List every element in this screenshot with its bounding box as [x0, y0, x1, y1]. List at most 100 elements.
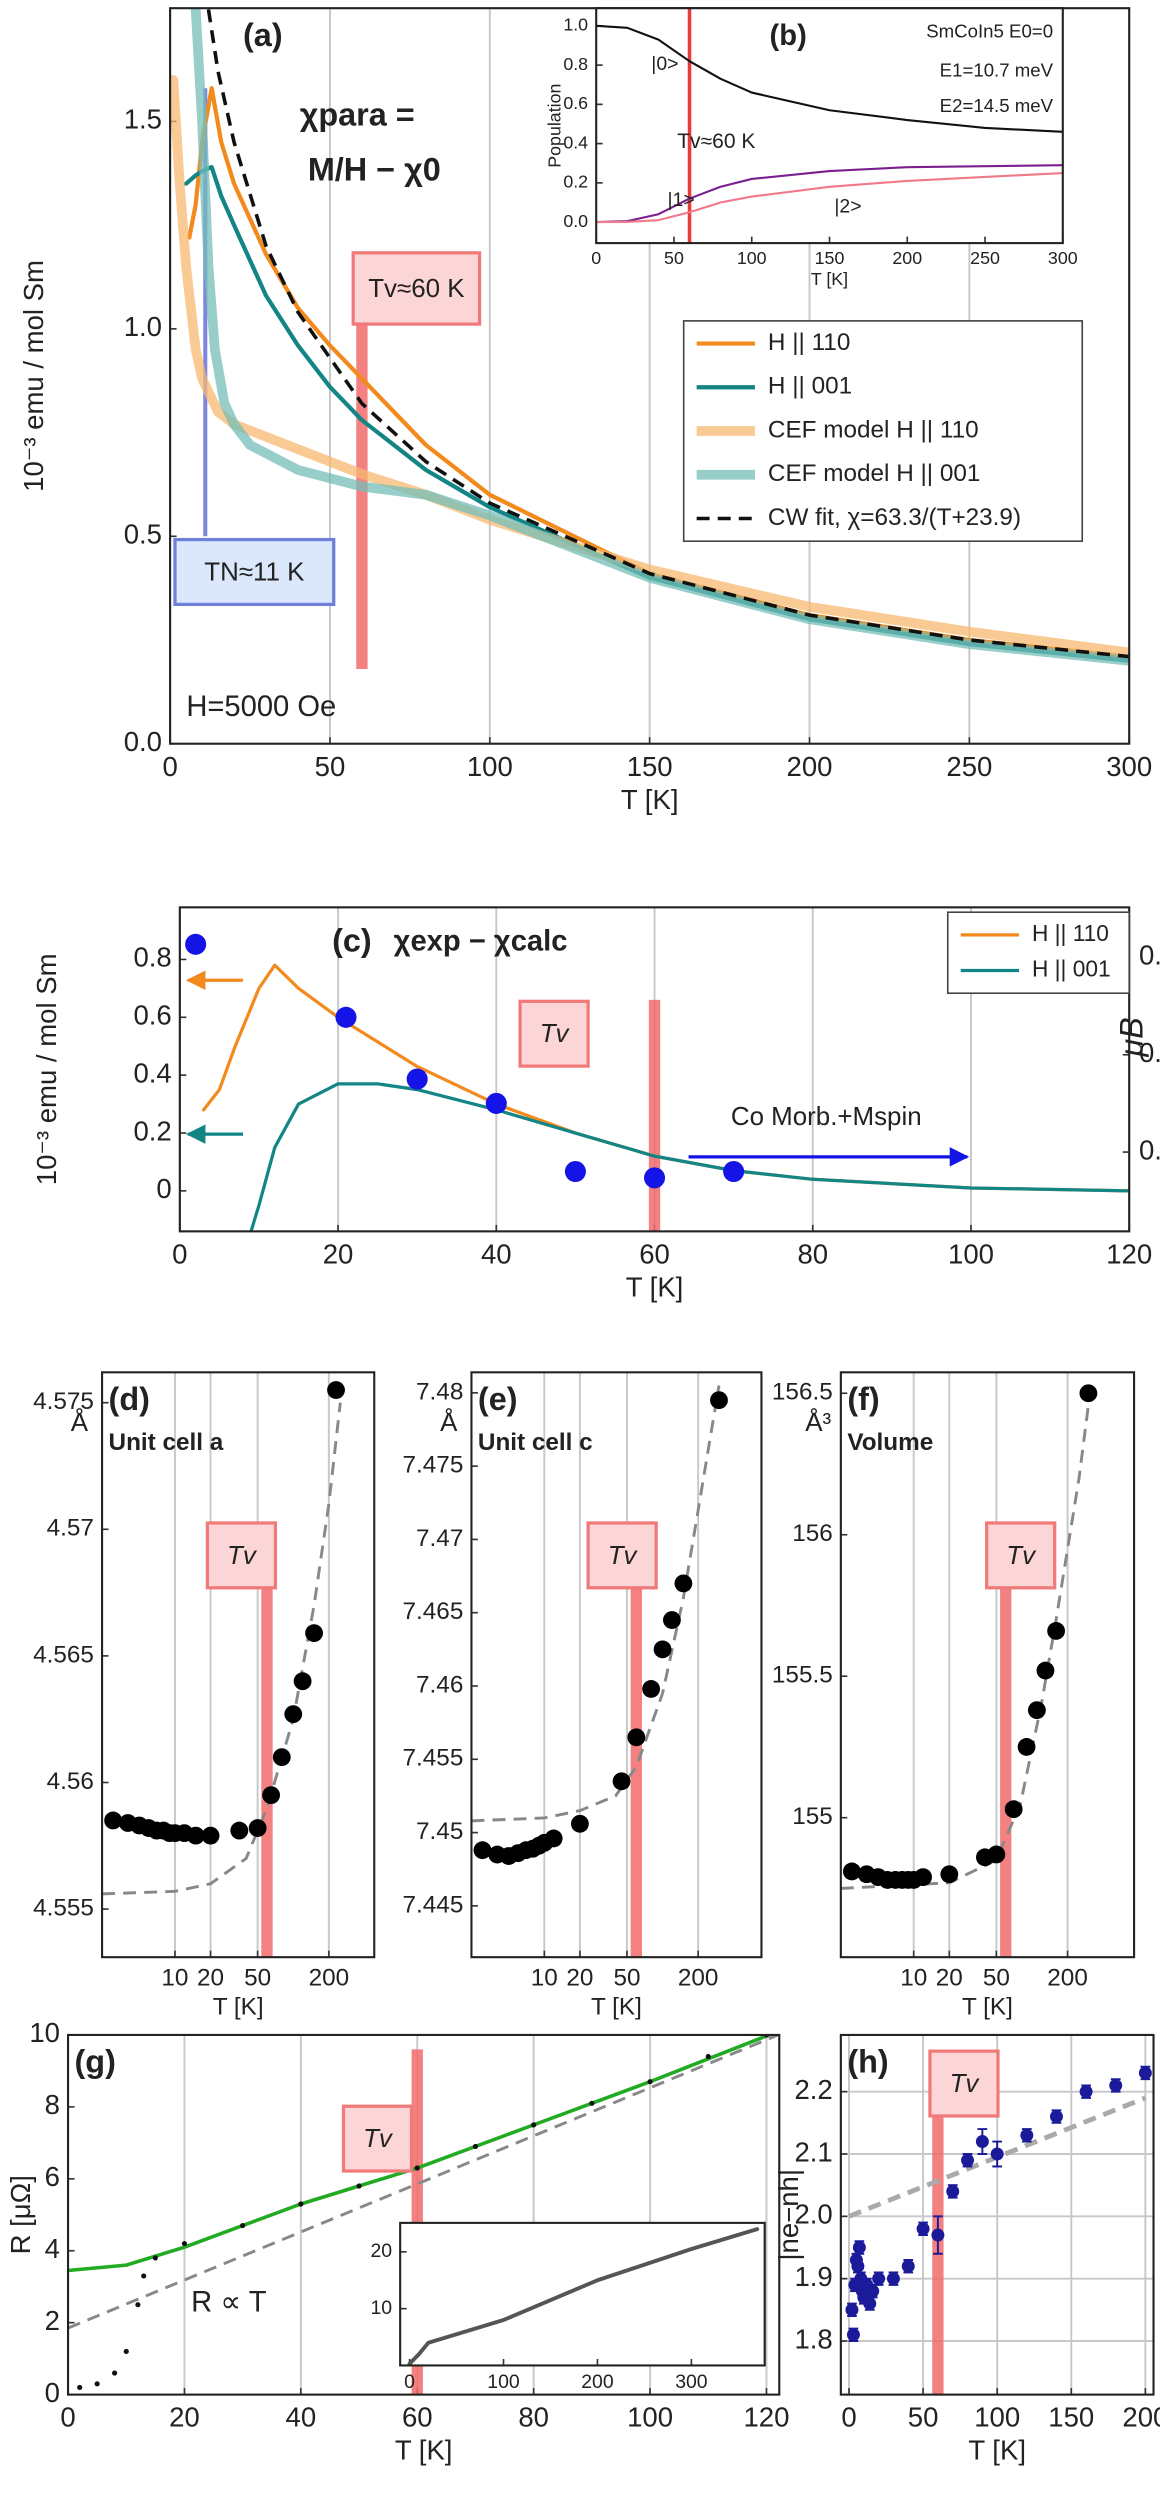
panel: 0 100 200 300 10 20 — [370, 2221, 766, 2393]
legend-label: CW fit, χ=63.3/(T+23.9) — [768, 504, 1021, 531]
annotation: SmCoIn5 E0=0 — [926, 20, 1053, 41]
y-axis-label: 10⁻³ emu / mol Sm — [18, 260, 49, 492]
y-axis-label: 10⁻³ emu / mol Sm — [31, 953, 62, 1185]
x-tick-label: 100 — [737, 248, 767, 268]
x-tick-label: 200 — [678, 1964, 719, 1991]
legend-label: H || 001 — [768, 373, 852, 400]
y-tick-label: 1.0 — [563, 15, 588, 35]
legend-box — [946, 911, 1131, 995]
point — [627, 1728, 646, 1747]
x-tick-label: 100 — [974, 2402, 1020, 2433]
label-box — [586, 1521, 658, 1590]
point — [152, 2255, 158, 2261]
point — [240, 2222, 246, 2229]
plot-frame — [839, 2033, 1155, 2396]
x-tick-label: 200 — [581, 2371, 614, 2393]
x-tick-label: 200 — [787, 751, 833, 782]
point — [141, 2273, 147, 2279]
annotation: Tv — [950, 2070, 981, 2098]
point — [135, 2302, 141, 2308]
point — [123, 2348, 129, 2355]
x-tick-label: 0 — [172, 1238, 187, 1269]
point — [612, 1772, 631, 1791]
point — [284, 1705, 303, 1724]
panel-label: (h) — [847, 2044, 888, 2080]
y-tick-label: 156 — [792, 1520, 833, 1547]
x-tick-label: 0 — [404, 2371, 415, 2393]
x-tick-label: 100 — [627, 2402, 673, 2433]
y-tick-label: 7.465 — [403, 1598, 464, 1625]
inset-background — [596, 8, 1063, 244]
point — [1027, 1701, 1046, 1720]
point — [663, 1611, 681, 1629]
y-tick-label: 4.555 — [33, 1894, 94, 1921]
point — [104, 1811, 123, 1830]
annotation: χexp − χcalc — [394, 926, 568, 958]
annotation: Co Morb.+Mspin — [731, 1103, 922, 1131]
legend-label: CEF model H || 110 — [768, 416, 979, 443]
panel: 10 20 50 200 155 155.5 156 156.5 T [K] (f) — [772, 1371, 1136, 2021]
y-tick-label: 7.475 — [403, 1452, 464, 1479]
x-axis-label: T [K] — [968, 2435, 1026, 2466]
y-tick-label: 0.8 — [563, 54, 588, 74]
point — [1079, 2085, 1093, 2099]
point — [414, 2165, 420, 2171]
plot-frame — [399, 2221, 766, 2367]
x-tick-label: 50 — [315, 751, 346, 782]
point — [1049, 2110, 1063, 2124]
x-tick-label: 150 — [627, 751, 673, 782]
x-tick-label: 10 — [531, 1964, 558, 1991]
series-line — [249, 1082, 1130, 1232]
point — [230, 1821, 249, 1840]
y-tick-label: 0.2 — [563, 172, 588, 192]
panel: 0 50 100 150 200 1.8 1.9 2.0 2.1 2.2 T [K] |ne−nh| (… — [773, 2033, 1160, 2466]
series-line — [596, 164, 1063, 224]
annotation: Tv — [608, 1542, 639, 1570]
point — [305, 1624, 323, 1643]
x-tick-label: 40 — [481, 1238, 512, 1269]
x-tick-label: 0 — [841, 2402, 856, 2433]
y-tick-label: 155 — [792, 1803, 833, 1830]
panel-label: (f) — [847, 1381, 879, 1417]
series-line — [840, 1378, 1094, 1890]
point — [851, 2259, 865, 2273]
label-box — [518, 999, 590, 1068]
annotation: Tv — [227, 1542, 258, 1570]
annotation: Tv≈60 K — [677, 130, 755, 153]
panel-label: (a) — [243, 17, 283, 53]
point — [1109, 2078, 1123, 2092]
y-axis-label: |ne−nh| — [773, 2169, 804, 2261]
annotation: Å — [71, 1407, 89, 1437]
x-tick-label: 10 — [900, 1964, 927, 1991]
label-box — [205, 1521, 278, 1590]
point — [710, 1391, 728, 1410]
y-tick-label: 4.565 — [33, 1641, 94, 1668]
panel-label: (d) — [109, 1381, 150, 1417]
annotation: Å³ — [805, 1407, 831, 1437]
annotation: H=5000 Oe — [186, 691, 336, 723]
y-tick-label: 0.0 — [124, 726, 162, 757]
plot-area — [170, 8, 1130, 670]
point — [406, 1068, 428, 1090]
point — [531, 2122, 537, 2128]
point — [990, 2147, 1004, 2161]
point — [643, 1167, 666, 1189]
y-tick-label: 2.2 — [794, 2074, 832, 2105]
x-tick-label: 50 — [244, 1964, 271, 1991]
point — [473, 1841, 492, 1860]
series-line — [471, 1385, 721, 1823]
panel-label: (c) — [332, 923, 372, 959]
point — [356, 2183, 362, 2189]
point — [987, 1845, 1006, 1864]
x-tick-label: 20 — [197, 1964, 224, 1991]
series-line — [206, 9, 1130, 659]
x-axis-label: T [K] — [962, 1994, 1013, 2021]
series-line — [68, 2034, 779, 2330]
y-tick-label: 7.46 — [416, 1671, 463, 1698]
annotation: |0> — [651, 53, 678, 75]
x-tick-label: 250 — [970, 248, 1000, 268]
y-tick-label: 1.5 — [124, 104, 162, 135]
x-tick-label: 300 — [1048, 248, 1078, 268]
x-tick-label: 0 — [162, 751, 177, 782]
